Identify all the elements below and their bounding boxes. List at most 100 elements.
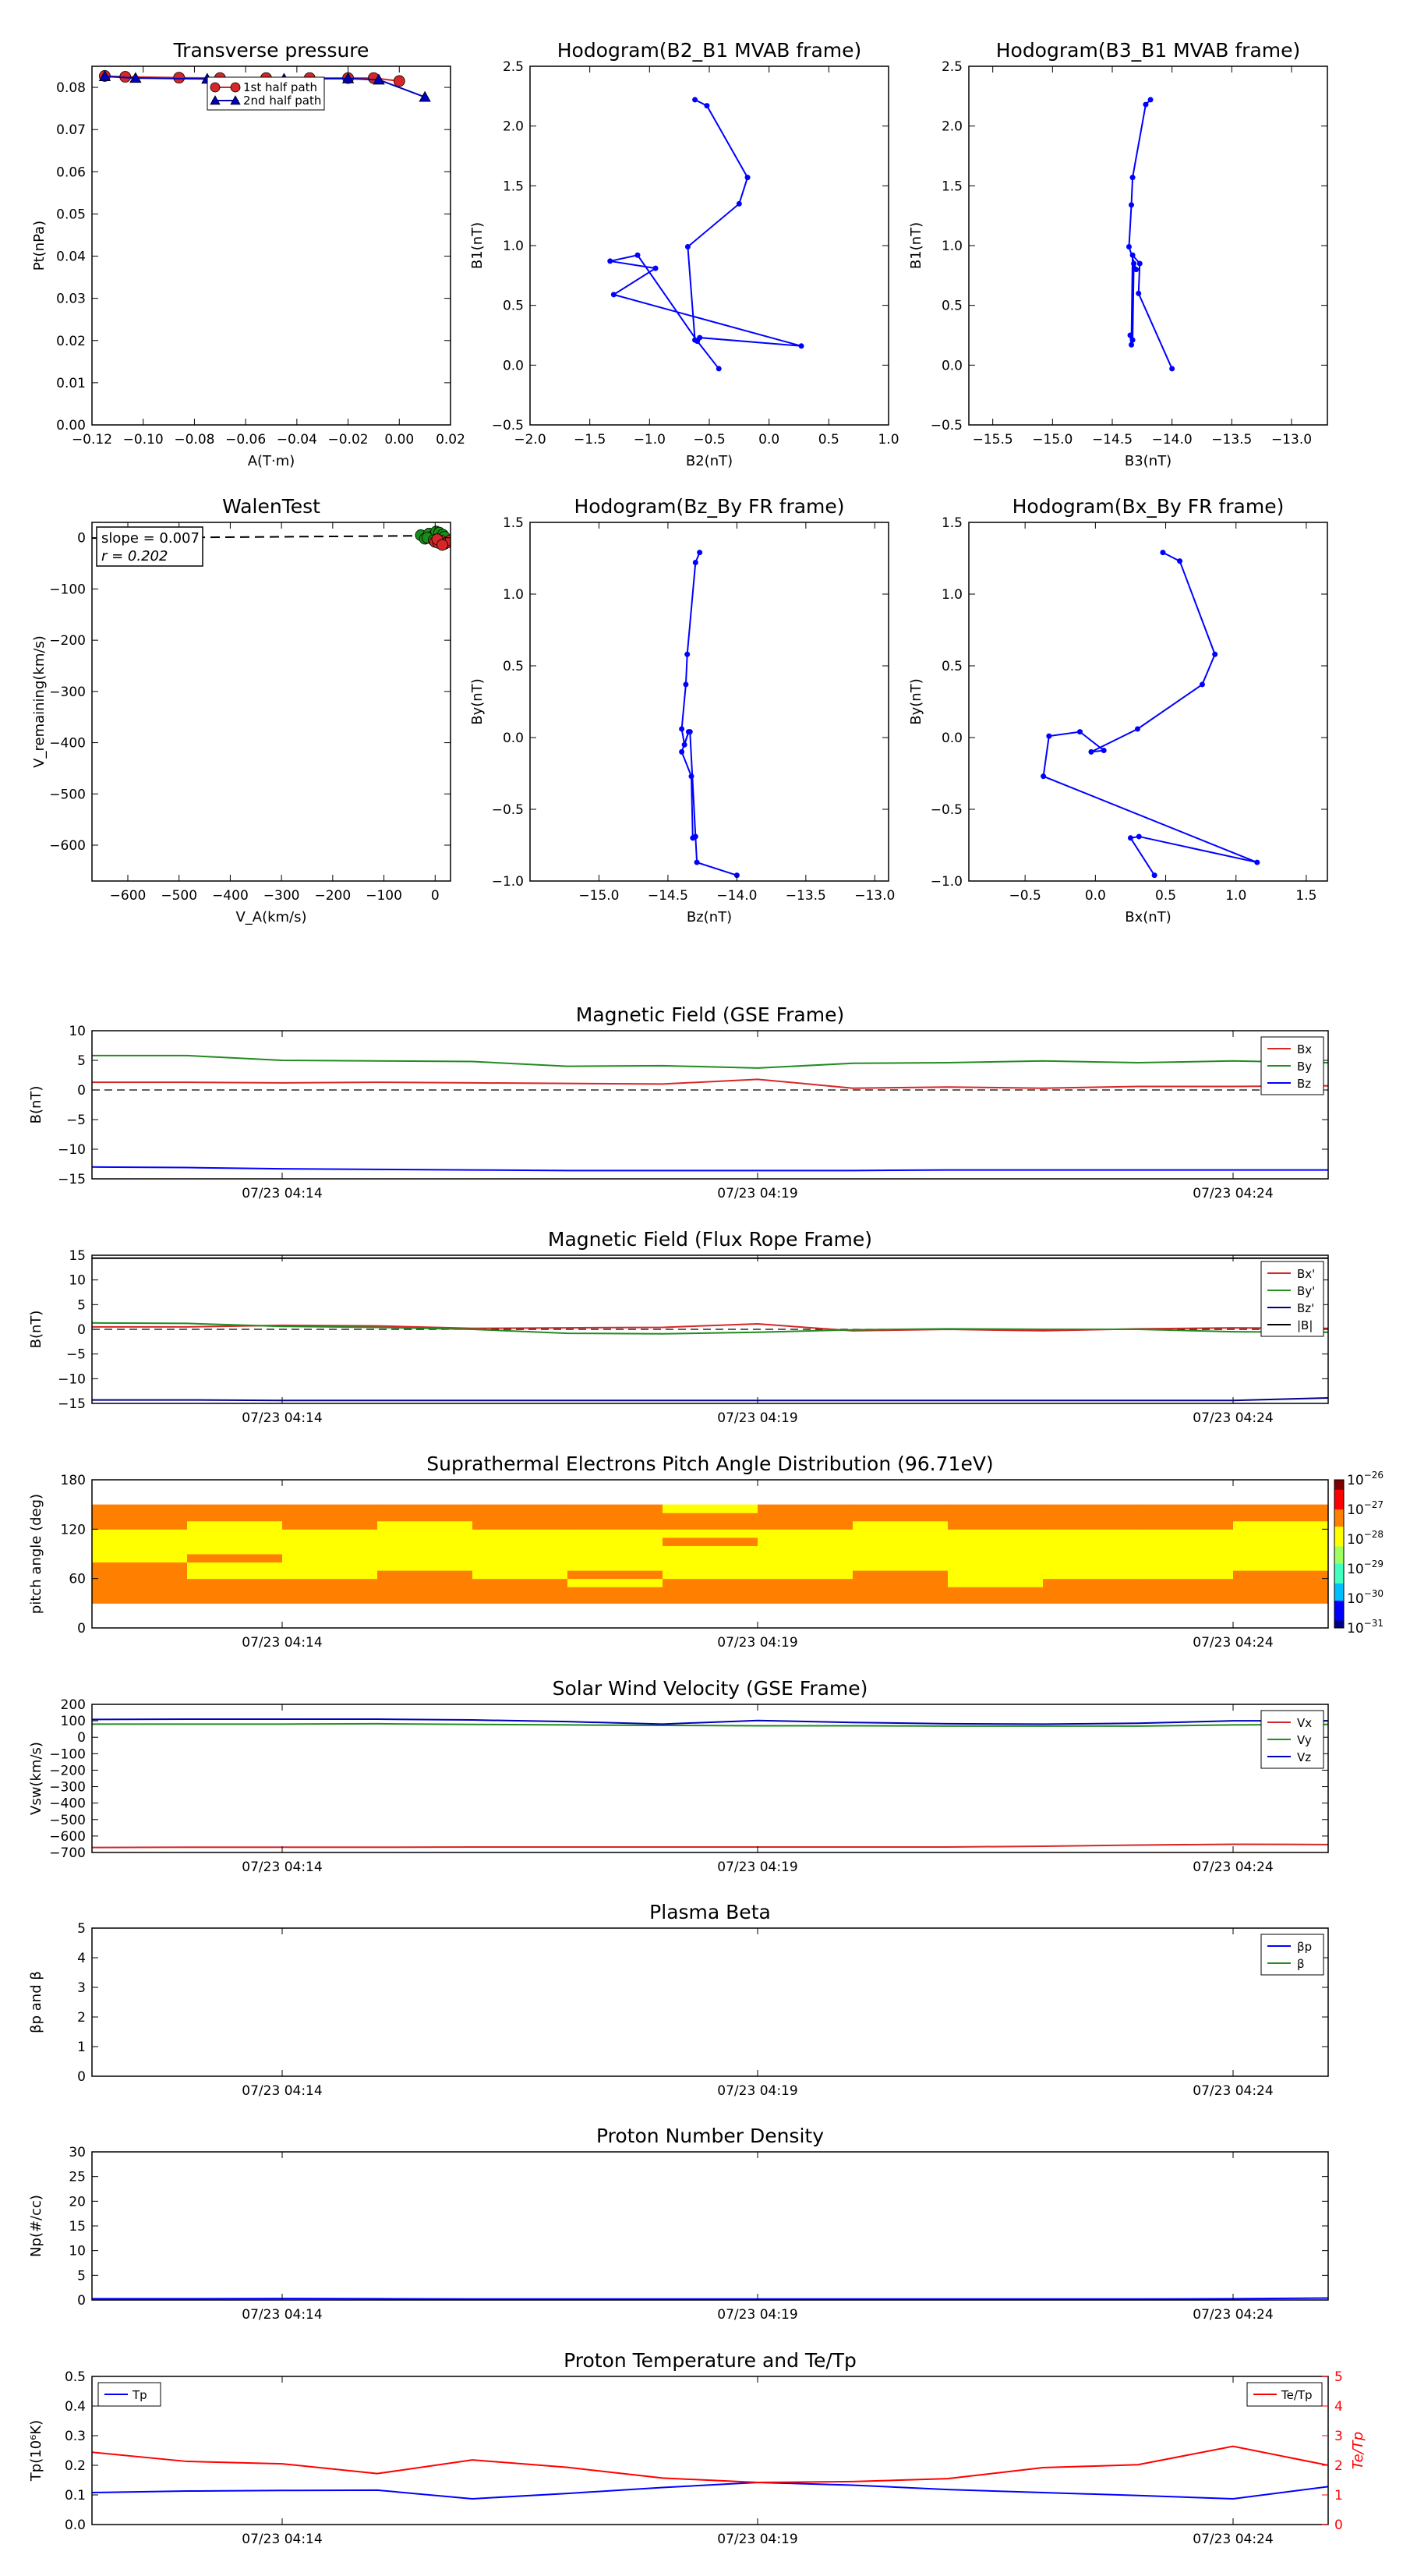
data-point [694, 859, 700, 865]
y-tick-label: −200 [49, 633, 86, 649]
series-line [610, 99, 802, 370]
y-tick-label: 1.0 [503, 587, 524, 603]
colorbar-label: 10−26 [1347, 1470, 1384, 1488]
heatmap-cell [948, 1594, 1044, 1604]
y-tick-label: 0 [77, 1621, 86, 1637]
data-point [341, 72, 355, 83]
y-tick-label: −15 [58, 1172, 86, 1187]
heatmap-cell [567, 1520, 663, 1530]
heatmap-cell [663, 1562, 758, 1571]
y-tick-label: 0.06 [56, 165, 86, 180]
heatmap-cell [92, 1570, 188, 1580]
chart-p9: 10−26 10−27 10−28 10−29 10−30 10−31 07/23 04:1… [28, 1453, 1384, 1651]
legend: βp β [1260, 1934, 1324, 1976]
y-tick-label: 5 [77, 2268, 86, 2284]
x-tick-label: −15.0 [1032, 432, 1073, 448]
heatmap-cell [187, 1504, 283, 1513]
plot-frame [91, 1704, 1329, 1853]
data-point [687, 729, 693, 735]
y-tick-label: 0.5 [942, 299, 963, 314]
plot-frame [91, 1479, 1329, 1629]
colorbar-cell [1334, 1544, 1344, 1547]
y-tick-label: 0.3 [65, 2429, 86, 2444]
y-tick-label: 0 [77, 1322, 86, 1338]
x-tick-label: 07/23 04:24 [1193, 1410, 1273, 1426]
colorbar-cell [1334, 1578, 1344, 1582]
y-tick-label: −1.0 [492, 874, 524, 890]
y-tick-label: 0 [77, 531, 86, 547]
x-tick-label: 0.0 [1085, 888, 1106, 904]
y-tick-label-right: 2 [1334, 2458, 1343, 2474]
legend-box [207, 76, 325, 111]
series-line [92, 1397, 1328, 1402]
heatmap-cell [1138, 1587, 1234, 1596]
heatmap-cell [92, 1554, 188, 1563]
heatmap-cell [948, 1513, 1044, 1522]
x-tick-label: −14.0 [1152, 432, 1193, 448]
y-tick-label: 10 [69, 2244, 86, 2259]
colorbar-cell [1334, 1618, 1344, 1621]
heatmap-cell [758, 1520, 853, 1530]
heatmap-cell [567, 1545, 663, 1555]
heatmap-cell [377, 1562, 473, 1571]
x-tick-label: 07/23 04:19 [717, 1186, 797, 1201]
series-line [92, 1054, 1328, 1069]
heatmap-cell [758, 1554, 853, 1563]
y-axis-label: pitch angle (deg) [28, 1494, 44, 1614]
y-tick-label: 2 [77, 2010, 86, 2026]
plot-title: Suprathermal Electrons Pitch Angle Distr… [426, 1453, 993, 1475]
x-tick-label: 07/23 04:19 [717, 2307, 797, 2323]
heatmap-cell [472, 1570, 568, 1580]
plot-area [92, 1054, 1328, 1172]
colorbar-cell [1334, 1625, 1344, 1629]
heatmap-cell [663, 1578, 758, 1587]
data-point [1134, 726, 1140, 732]
x-tick-label: −0.02 [328, 432, 369, 448]
chart-p7: 07/23 04:14 07/23 04:19 07/23 04:24 −15 −10 −… [28, 1003, 1329, 1201]
heatmap-cell [948, 1537, 1044, 1546]
data-point [1136, 290, 1142, 296]
colorbar-cell [1334, 1491, 1344, 1495]
series-line [680, 552, 737, 876]
y-tick-label: −0.5 [492, 802, 524, 818]
heatmap-cell [1138, 1529, 1234, 1538]
data-point [692, 97, 698, 103]
heatmap-cell [472, 1520, 568, 1530]
y-tick-label: 0 [77, 1730, 86, 1746]
chart-p1: −0.12 −0.10 −0.08 −0.06 −0.04 −0.02 0.00 0.02 0.… [31, 39, 465, 469]
y-tick-label: −10 [58, 1142, 86, 1158]
heatmap-cell [853, 1578, 949, 1587]
plot-area [92, 1257, 1328, 1402]
plot-title: Hodogram(Bz_By FR frame) [574, 495, 844, 518]
heatmap-cell [187, 1562, 283, 1571]
y-tick-label: 0.5 [65, 2369, 86, 2385]
legend-label: Tp [132, 2388, 147, 2402]
heatmap-cell [472, 1545, 568, 1555]
x-tick-label: 07/23 04:24 [1193, 1635, 1273, 1651]
plot-title: Proton Number Density [596, 2125, 824, 2147]
y-axis-label: B1(nT) [908, 222, 924, 269]
y-tick-label: −0.5 [931, 802, 963, 818]
x-tick-label: 1.5 [1295, 888, 1316, 904]
data-point [607, 258, 613, 264]
data-point [1129, 175, 1136, 181]
heatmap-cell [282, 1562, 378, 1571]
y-tick-label: 0.0 [942, 358, 963, 373]
data-point [736, 200, 742, 207]
heatmap-cell [853, 1594, 949, 1604]
colorbar-cell [1334, 1559, 1344, 1562]
x-tick-label: 07/23 04:19 [717, 1410, 797, 1426]
data-point [694, 338, 701, 345]
chart-p3: −15.5 −15.0 −14.5 −14.0 −13.5 −13.0 −0.5 0.0 0.5… [908, 39, 1328, 469]
heatmap-cell [187, 1529, 283, 1538]
plot-frame [91, 522, 451, 882]
y-tick-label: 0.5 [942, 659, 963, 674]
heatmap-cell [1138, 1594, 1234, 1604]
heatmap-cell [948, 1504, 1044, 1513]
y-axis-label: Vsw(km/s) [28, 1742, 44, 1815]
heatmap-cell [92, 1504, 188, 1513]
data-point [684, 244, 691, 250]
data-point [634, 252, 641, 258]
legend-label: By [1297, 1060, 1312, 1074]
heatmap-cell [853, 1520, 949, 1530]
